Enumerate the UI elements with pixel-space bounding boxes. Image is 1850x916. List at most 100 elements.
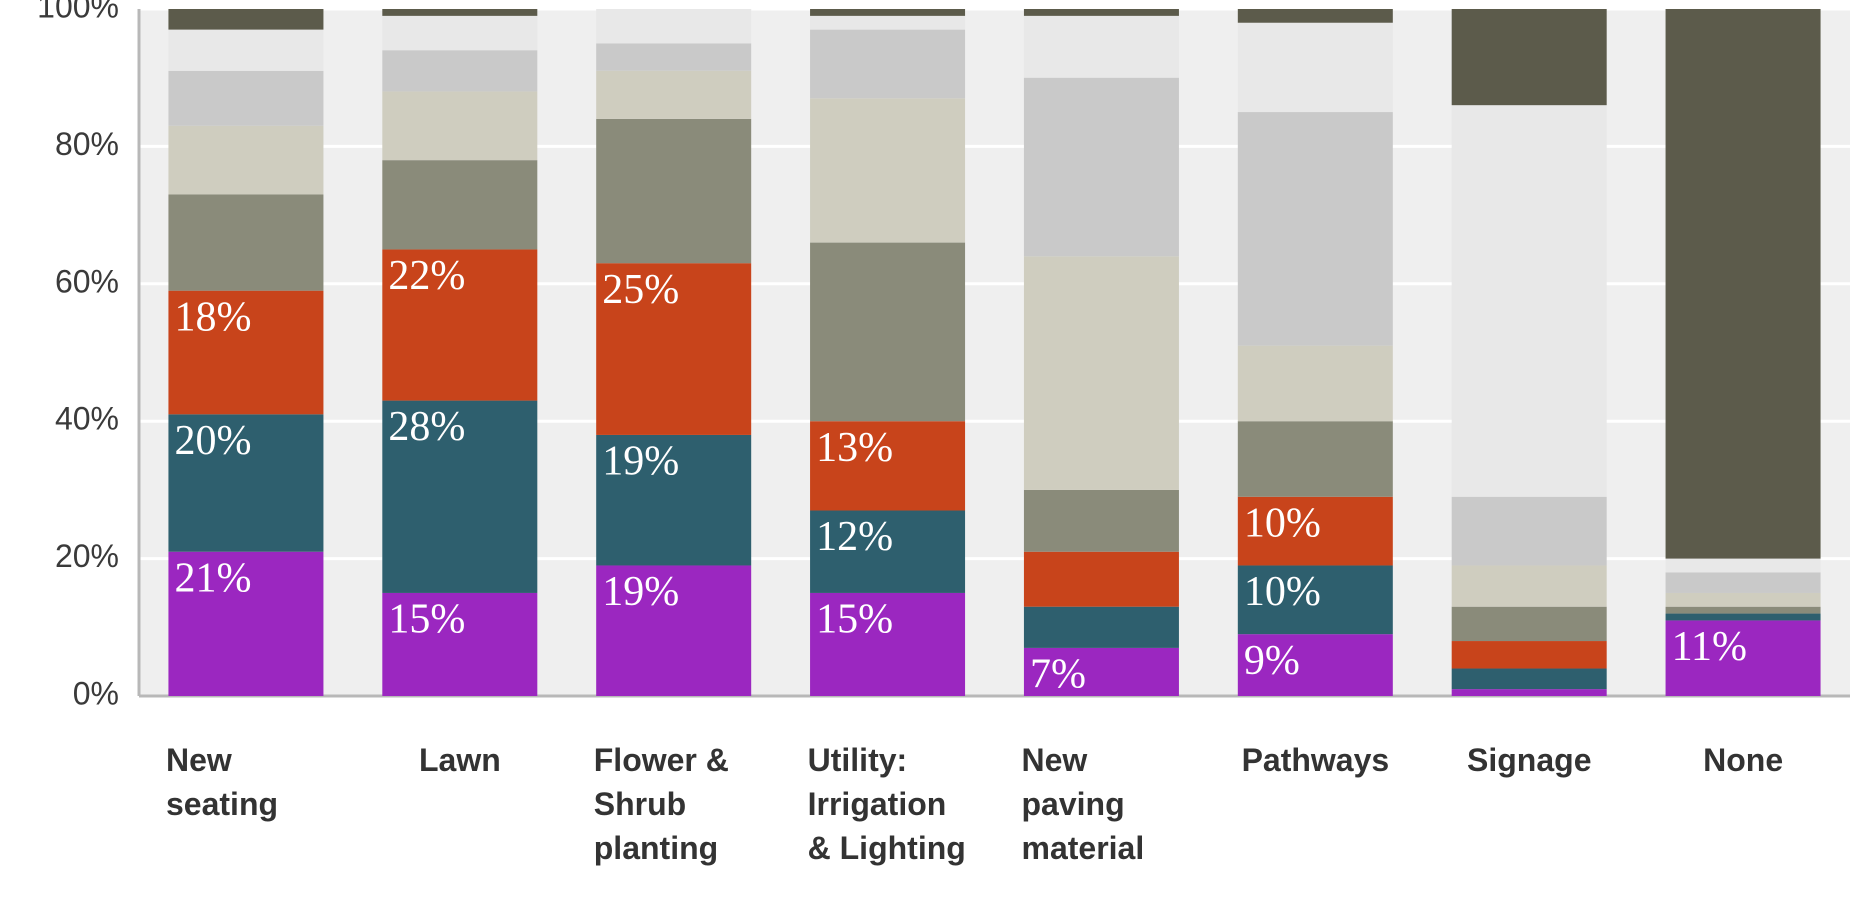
- bar-segment: [1451, 9, 1607, 106]
- x-label-box: Signage: [1422, 738, 1636, 782]
- bar-segment: [168, 125, 324, 195]
- bar-segment: [596, 118, 752, 264]
- bar-segment: [1237, 565, 1393, 635]
- bar-segment: [1023, 77, 1179, 257]
- chart: 0% 20% 40% 60% 80% 100% 21% 20% 18% 15% 28% 22% 19% 1…: [37, 0, 1850, 711]
- x-tick-label: Flower & Shrub planting: [593, 742, 729, 866]
- y-tick-label: 60%: [55, 263, 119, 299]
- y-tick-label: 40%: [55, 401, 119, 437]
- bar-segment: [596, 9, 752, 44]
- bar-segment: [810, 29, 966, 99]
- bar-segment: [1451, 689, 1607, 696]
- x-tick-label: New seating: [166, 742, 279, 822]
- value-label: 12%: [816, 514, 893, 560]
- bar-segment: [596, 565, 752, 696]
- bar-segment: [382, 9, 538, 16]
- bar-segment: [382, 592, 538, 696]
- x-tick-label: Lawn: [418, 742, 501, 778]
- x-label-box: New paving material: [995, 738, 1209, 870]
- x-label-box: Utility: Irrigation & Lighting: [781, 738, 995, 870]
- bar-segment: [1451, 641, 1607, 669]
- bar-segment: [1665, 592, 1821, 607]
- x-tick-label: Utility: Irrigation & Lighting: [807, 742, 966, 866]
- bar-segment: [382, 91, 538, 161]
- bar-segment: [168, 29, 324, 71]
- bar-segment: [1237, 112, 1393, 346]
- x-label-box: Lawn: [353, 738, 567, 782]
- x-tick-label: New paving material: [1021, 742, 1145, 866]
- bar-segment: [168, 70, 324, 126]
- bar-segment: [1451, 105, 1607, 497]
- value-label: 19%: [602, 569, 679, 615]
- value-label: 28%: [388, 404, 465, 450]
- value-label: 10%: [1244, 500, 1321, 546]
- x-tick-label: Signage: [1467, 742, 1592, 778]
- bar-segment: [1023, 9, 1179, 16]
- value-label: 19%: [602, 439, 679, 485]
- value-label: 15%: [816, 597, 893, 643]
- bar-segment: [382, 249, 538, 401]
- bar-segment: [1023, 551, 1179, 607]
- bar-segment: [1023, 606, 1179, 648]
- value-label: 15%: [388, 597, 465, 643]
- bar-segment: [810, 98, 966, 243]
- bar-segment: [168, 9, 324, 30]
- bar-segment: [1023, 647, 1179, 696]
- bar-segment: [1237, 22, 1393, 113]
- bar-segment: [1451, 565, 1607, 607]
- bar-segment: [596, 263, 752, 435]
- bar-segment: [810, 9, 966, 16]
- value-label: 11%: [1672, 624, 1747, 670]
- bar-segment: [382, 15, 538, 51]
- bar-segment: [1237, 421, 1393, 497]
- bar-segment: [1665, 606, 1821, 614]
- bar-segment: [810, 592, 966, 696]
- bar-segment: [1023, 256, 1179, 490]
- value-label: 10%: [1244, 569, 1321, 615]
- x-label-box: New seating: [139, 738, 353, 826]
- value-label: 18%: [174, 294, 251, 340]
- bar-segment: [1237, 345, 1393, 422]
- value-label: 22%: [388, 253, 465, 299]
- value-label: 21%: [174, 555, 251, 601]
- bar-segment: [168, 194, 324, 291]
- bar-segment: [1665, 613, 1821, 621]
- bar-segment: [168, 414, 324, 552]
- x-label-box: Flower & Shrub planting: [567, 738, 781, 870]
- bar-segment: [596, 434, 752, 566]
- bar-segment: [810, 242, 966, 422]
- bar-segment: [596, 70, 752, 119]
- value-label: 25%: [602, 267, 679, 313]
- bar-segment: [1665, 558, 1821, 573]
- bar-segment: [1451, 496, 1607, 566]
- bar-segment: [810, 421, 966, 511]
- value-label: 7%: [1030, 652, 1086, 698]
- x-label-box: None: [1636, 738, 1850, 782]
- x-tick-label: Pathways: [1241, 742, 1390, 778]
- bar-segment: [1665, 620, 1821, 696]
- bar-segment: [382, 50, 538, 92]
- y-tick-label: 100%: [37, 0, 119, 24]
- bar-segment: [1237, 496, 1393, 566]
- value-label: 13%: [816, 425, 893, 471]
- bar-segment: [1665, 9, 1821, 559]
- bar-segment: [1023, 489, 1179, 552]
- y-tick-label: 80%: [55, 126, 119, 162]
- bar-segment: [1237, 634, 1393, 696]
- bar-segment: [382, 160, 538, 250]
- bar-segment: [1451, 668, 1607, 690]
- bar-segment: [810, 15, 966, 30]
- value-label: 20%: [174, 418, 251, 464]
- y-tick-label: 0%: [73, 675, 119, 711]
- bar-segment: [1237, 9, 1393, 23]
- value-label: 9%: [1244, 638, 1300, 684]
- y-tick-label: 20%: [55, 538, 119, 574]
- x-tick-label: None: [1703, 742, 1784, 778]
- bar-segment: [1023, 15, 1179, 78]
- x-label-box: Pathways: [1208, 738, 1422, 782]
- bar-segment: [810, 510, 966, 593]
- bar-segment: [1451, 606, 1607, 642]
- bar-segment: [168, 551, 324, 696]
- bar-segment: [596, 43, 752, 71]
